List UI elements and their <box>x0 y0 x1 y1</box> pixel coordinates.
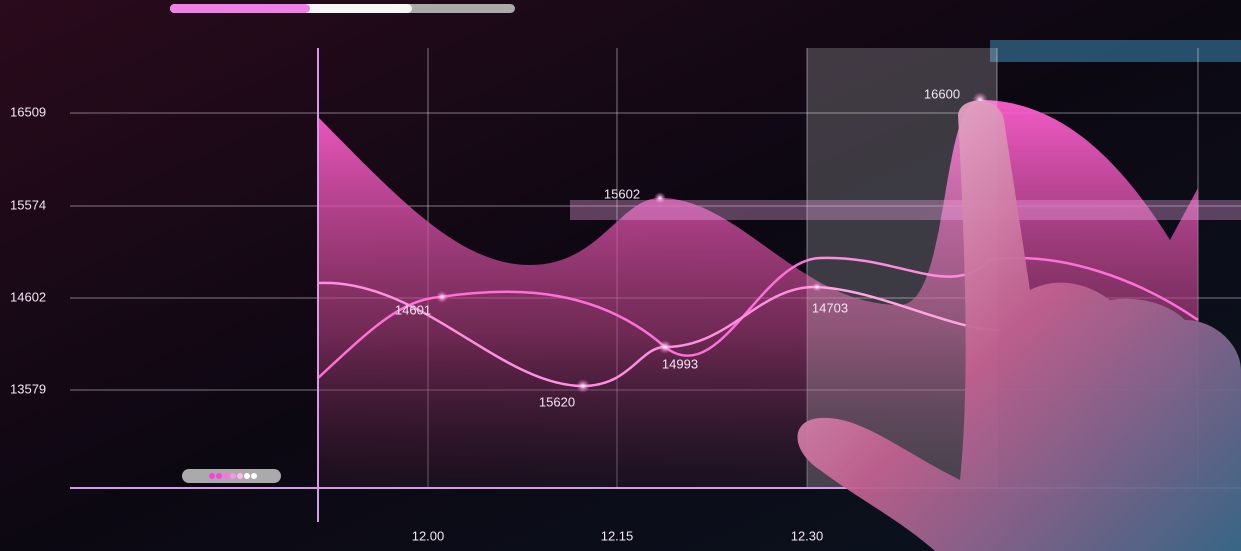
point <box>436 291 448 303</box>
pager-dot <box>209 473 215 479</box>
pager-dot <box>237 473 243 479</box>
x-tick-label: 12.15 <box>601 528 634 543</box>
pager-dots <box>209 473 257 479</box>
y-tick-label: 14602 <box>10 289 46 304</box>
y-tick-label: 16509 <box>10 104 46 119</box>
y-tick-label: 13579 <box>10 381 46 396</box>
point-label: 15602 <box>604 186 640 201</box>
pager-dot <box>216 473 222 479</box>
pager-dot <box>244 473 250 479</box>
point-label: 14993 <box>662 356 698 371</box>
light-streak <box>990 40 1241 62</box>
point-label: 16600 <box>924 86 960 101</box>
pager-dot <box>223 473 229 479</box>
pager-dot <box>251 473 257 479</box>
point-label: 15620 <box>539 394 575 409</box>
x-tick-label: 12.30 <box>791 528 824 543</box>
point-label: 14601 <box>395 302 431 317</box>
x-tick-label: 12.00 <box>412 528 445 543</box>
point <box>658 340 672 354</box>
point <box>654 192 666 204</box>
point <box>812 282 822 292</box>
hand <box>797 100 1241 551</box>
pager-dot <box>230 473 236 479</box>
point <box>576 379 590 393</box>
progress-fill <box>170 4 310 13</box>
point-label: 14703 <box>812 300 848 315</box>
light-streak <box>570 200 1241 220</box>
y-tick-label: 15574 <box>10 197 46 212</box>
